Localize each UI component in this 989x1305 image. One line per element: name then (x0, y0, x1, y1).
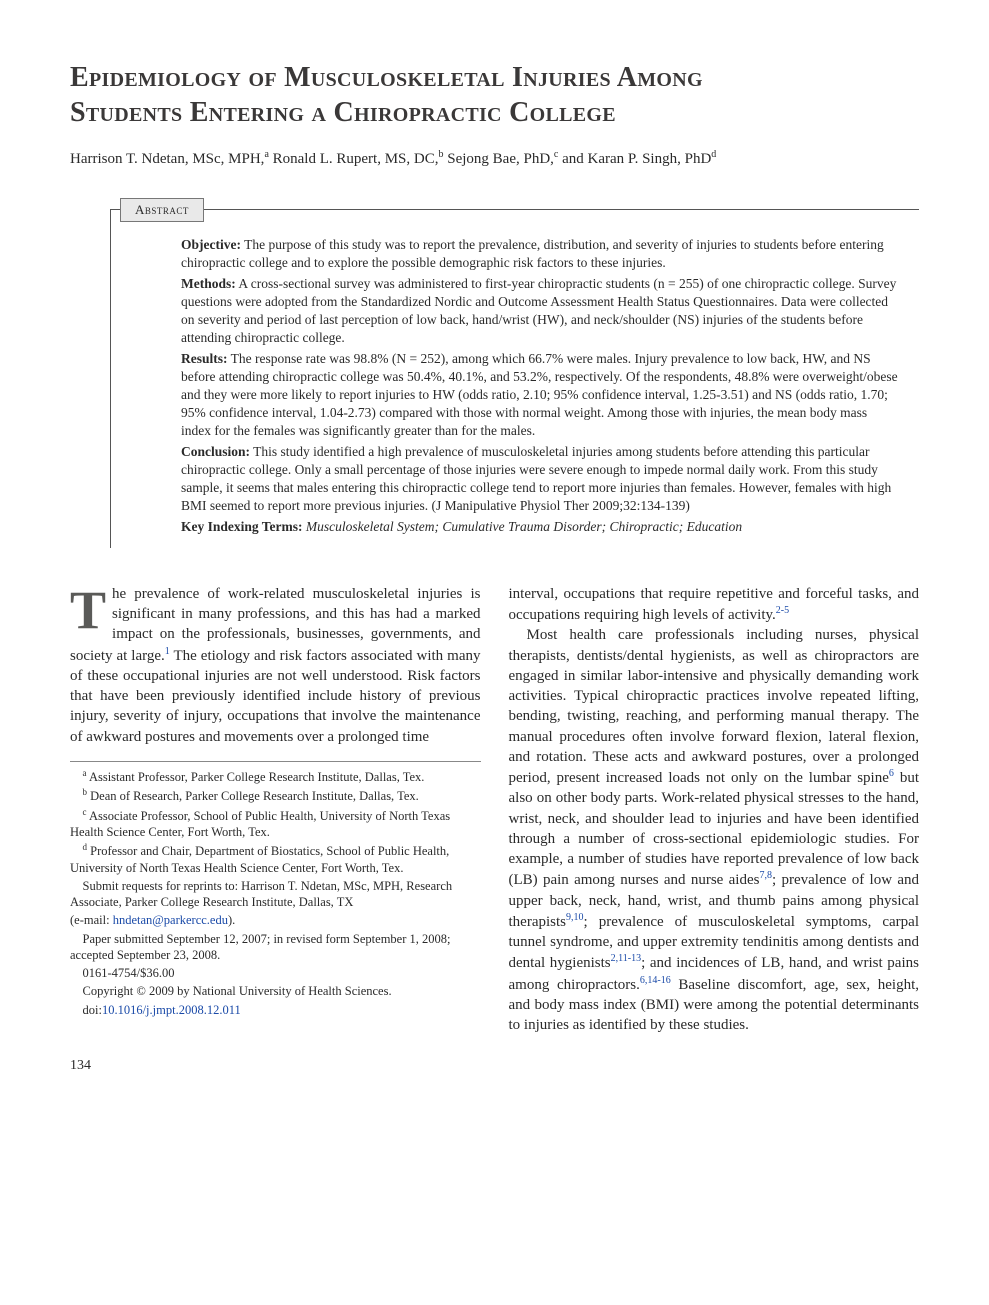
footnotes: a Assistant Professor, Parker College Re… (70, 761, 481, 1018)
left-column: The prevalence of work-related musculosk… (70, 584, 481, 1036)
author-email-link[interactable]: hndetan@parkercc.edu (113, 913, 228, 927)
abstract-label: Abstract (120, 198, 204, 222)
abstract-body: Objective: The purpose of this study was… (181, 236, 899, 536)
submission-dates: Paper submitted September 12, 2007; in r… (70, 932, 451, 962)
body-paragraph-1: The prevalence of work-related musculosk… (70, 584, 481, 747)
right-column: interval, occupations that require repet… (509, 584, 920, 1036)
title-line-1: Epidemiology of Musculoskeletal Injuries… (70, 62, 703, 93)
objective-label: Objective: (181, 237, 241, 252)
email-label: (e-mail: (70, 913, 113, 927)
results-text: The response rate was 98.8% (N = 252), a… (181, 351, 898, 439)
title-line-2: Students Entering a Chiropractic College (70, 97, 616, 128)
body-paragraph-2: interval, occupations that require repet… (509, 584, 920, 626)
results-label: Results: (181, 351, 228, 366)
body-columns: The prevalence of work-related musculosk… (70, 584, 919, 1036)
abstract-container: Abstract Objective: The purpose of this … (110, 209, 919, 548)
methods-label: Methods: (181, 276, 236, 291)
issn: 0161-4754/$36.00 (83, 966, 175, 980)
conclusion-text: This study identified a high prevalence … (181, 444, 891, 514)
key-terms-label: Key Indexing Terms: (181, 519, 303, 534)
footnote-b: Dean of Research, Parker College Researc… (90, 789, 419, 803)
body-paragraph-3: Most health care professionals including… (509, 625, 920, 1035)
author-list: Harrison T. Ndetan, MSc, MPH,a Ronald L.… (70, 148, 919, 169)
key-terms-text: Musculoskeletal System; Cumulative Traum… (306, 519, 742, 534)
page-number: 134 (70, 1057, 919, 1076)
footnote-c: Associate Professor, School of Public He… (70, 809, 450, 839)
objective-text: The purpose of this study was to report … (181, 237, 884, 270)
methods-text: A cross-sectional survey was administere… (181, 276, 896, 346)
reprint-request: Submit requests for reprints to: Harriso… (70, 879, 452, 909)
article-title: Epidemiology of Musculoskeletal Injuries… (70, 60, 919, 130)
doi-link[interactable]: 10.1016/j.jmpt.2008.12.011 (102, 1003, 241, 1017)
email-close: ). (228, 913, 235, 927)
footnote-a: Assistant Professor, Parker College Rese… (89, 770, 424, 784)
footnote-d: Professor and Chair, Department of Biost… (70, 844, 449, 874)
doi-label: doi: (83, 1003, 102, 1017)
conclusion-label: Conclusion: (181, 444, 250, 459)
copyright: Copyright © 2009 by National University … (83, 984, 392, 998)
